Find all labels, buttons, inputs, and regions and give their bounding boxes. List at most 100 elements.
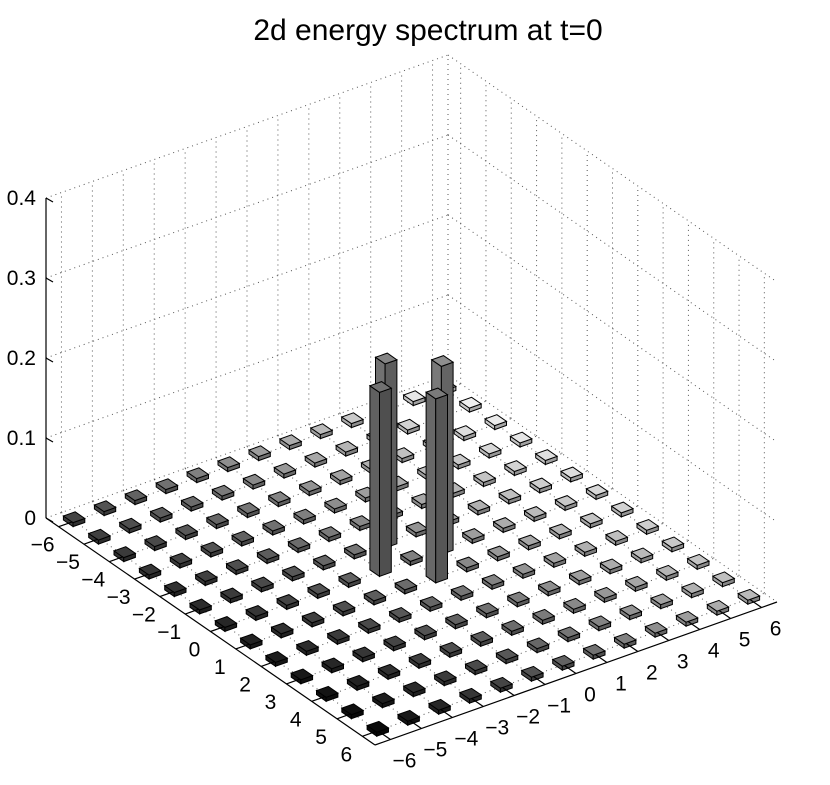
bar [655, 564, 680, 582]
y-tick-mark [564, 665, 577, 674]
bar [523, 506, 547, 523]
bar [315, 685, 339, 703]
bar [163, 581, 188, 598]
bar [267, 491, 292, 508]
x-tick-label: 3 [265, 691, 277, 714]
bar [481, 573, 505, 591]
bar [635, 518, 660, 536]
bar [62, 511, 86, 528]
grid-line [185, 470, 588, 615]
x-tick-mark [83, 538, 99, 545]
bar [500, 619, 525, 637]
bar [309, 423, 334, 440]
bar [495, 648, 519, 665]
y-tick-label: −1 [547, 695, 571, 718]
bar [278, 434, 303, 451]
z-tick-label: 0.1 [7, 427, 36, 450]
bar [419, 595, 443, 613]
chart-title: 2d energy spectrum at t=0 [253, 14, 602, 47]
bar [245, 605, 269, 622]
y-tick-label: 2 [646, 662, 658, 685]
bar [458, 396, 483, 414]
bar [444, 613, 469, 630]
bar [585, 484, 609, 501]
grid-line [235, 505, 638, 650]
bar [93, 500, 117, 517]
bar [630, 547, 654, 564]
y-tick-label: −5 [423, 739, 447, 762]
bar [711, 571, 736, 588]
bar [250, 576, 275, 593]
y-tick-label: −4 [454, 728, 478, 751]
x-tick-label: 2 [239, 673, 251, 696]
z-tick-label: 0.3 [7, 267, 36, 290]
y-tick-label: −6 [392, 750, 416, 773]
bar [559, 466, 584, 483]
bar [287, 537, 311, 554]
bar [455, 556, 480, 573]
bar [486, 545, 511, 562]
y-tick-label: 4 [708, 640, 720, 663]
bar [470, 630, 494, 648]
bar [475, 602, 500, 619]
y-tick-mark [626, 643, 639, 652]
grid-line [336, 575, 740, 720]
bar [340, 412, 365, 429]
bar [295, 639, 320, 657]
bar [312, 554, 337, 571]
z-tick-label: 0 [24, 507, 36, 530]
bar [467, 499, 491, 516]
bar [484, 414, 508, 431]
bar [686, 553, 711, 571]
y-tick-mark [502, 687, 515, 696]
bar [509, 431, 533, 448]
y-tick-mark [440, 709, 453, 718]
bar [543, 551, 567, 569]
bar [337, 572, 362, 589]
x-tick-mark [210, 625, 225, 633]
x-tick-label: −5 [56, 551, 80, 574]
bar [680, 582, 705, 599]
bar [458, 687, 483, 705]
bar [363, 589, 387, 606]
bar [155, 478, 179, 495]
bar [292, 508, 317, 525]
bar [219, 587, 244, 604]
x-tick-mark [159, 591, 175, 598]
bar [216, 456, 241, 473]
bar [211, 484, 235, 502]
z-tick-label: 0.4 [7, 187, 37, 210]
bar [557, 626, 581, 643]
y-tick-label: 6 [770, 618, 782, 641]
bar [371, 692, 396, 709]
bar [593, 586, 618, 604]
bar [214, 616, 238, 633]
bar [357, 617, 382, 635]
bar [366, 720, 390, 738]
bar [517, 534, 542, 551]
bar [582, 643, 607, 661]
y-tick-mark [657, 632, 670, 641]
bar [298, 480, 323, 497]
bar [402, 390, 427, 407]
grid-line [362, 592, 765, 737]
grid-line [83, 400, 487, 545]
y-tick-mark [718, 610, 731, 619]
bar [340, 703, 365, 720]
z-tick-mark [45, 357, 54, 363]
bar [270, 622, 294, 639]
grid-line [45, 214, 449, 359]
bar [568, 569, 592, 586]
bar [276, 594, 300, 611]
bar [264, 650, 289, 668]
y-tick-mark [378, 731, 391, 740]
x-tick-label: 0 [189, 639, 201, 662]
bar [675, 610, 699, 628]
z-tick-mark [45, 277, 54, 283]
bar [323, 497, 348, 514]
bar [526, 637, 550, 654]
bar [613, 632, 637, 650]
bar [506, 591, 531, 608]
bar [554, 495, 578, 512]
bar [321, 657, 345, 674]
